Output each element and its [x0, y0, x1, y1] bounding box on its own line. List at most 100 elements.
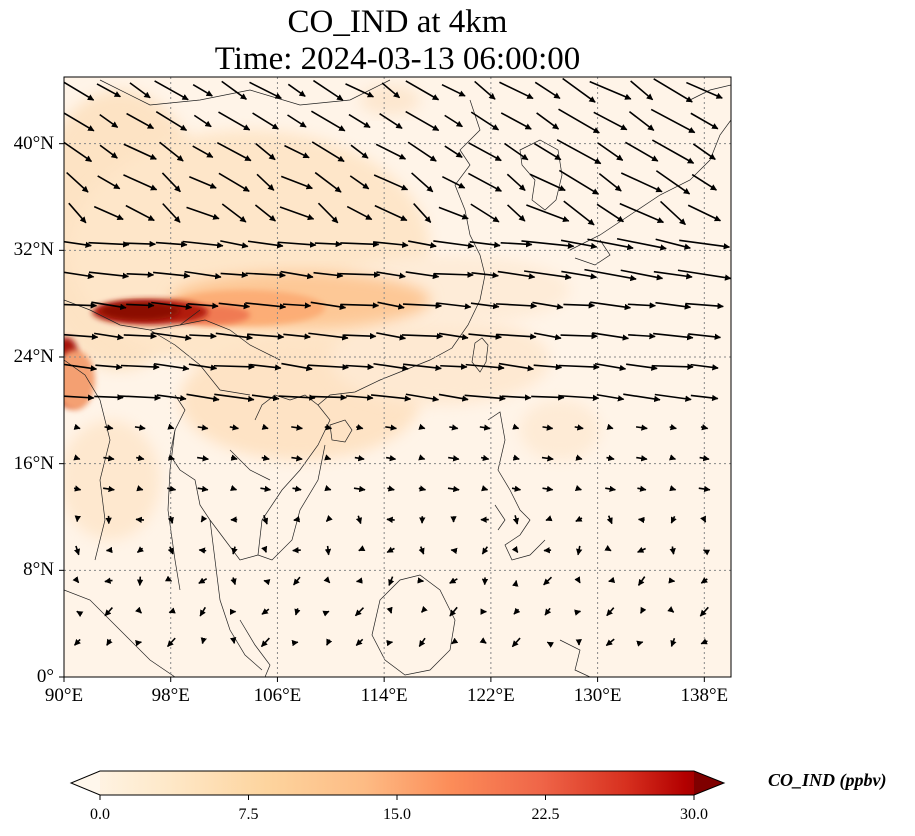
wind-arrow: [88, 241, 130, 248]
wind-arrow: [373, 174, 409, 191]
wind-arrow: [197, 455, 209, 462]
wind-arrow: [200, 515, 208, 523]
wind-arrow: [313, 271, 344, 279]
lon-tick-label: 90°E: [44, 685, 84, 706]
wind-arrow: [444, 114, 463, 128]
lat-tick-label: 16°N: [13, 452, 54, 474]
wind-arrow: [260, 485, 272, 493]
wind-arrow: [184, 270, 222, 280]
wind-arrow: [293, 516, 301, 523]
wind-arrow: [670, 515, 677, 524]
map-title: CO_IND at 4km: [287, 4, 508, 40]
wind-arrow: [155, 110, 188, 132]
wind-arrow: [376, 271, 406, 279]
wind-arrow: [620, 269, 664, 281]
wind-arrow: [699, 606, 709, 617]
wind-arrow: [326, 638, 333, 646]
wind-arrow: [511, 485, 522, 492]
wind-arrow: [167, 423, 175, 430]
wind-arrow: [501, 394, 532, 401]
wind-arrow: [418, 485, 427, 492]
wind-arrow: [563, 302, 596, 309]
wind-arrow: [200, 637, 207, 645]
wind-arrow: [500, 112, 532, 130]
wind-arrow: [418, 637, 426, 647]
wind-arrow: [136, 576, 144, 587]
wind-arrow: [284, 144, 310, 159]
wind-arrow: [480, 454, 490, 462]
wind-arrow: [324, 454, 332, 461]
wind-arrow: [512, 454, 520, 461]
wind-arrow: [442, 175, 466, 189]
wind-arrow: [628, 332, 656, 340]
wind-arrow: [479, 637, 487, 644]
wind-arrow: [213, 363, 255, 370]
wind-arrow: [287, 114, 307, 128]
colorbar-tick-label: 0.0: [90, 806, 110, 823]
wind-arrow: [584, 268, 637, 282]
wind-arrow: [590, 301, 632, 311]
axis-ticks: [59, 143, 705, 682]
wind-arrow: [401, 332, 444, 340]
wind-arrow: [513, 607, 521, 615]
wind-arrow: [73, 423, 81, 430]
wind-arrow: [559, 394, 600, 402]
wind-arrow: [700, 515, 707, 523]
wind-arrow: [312, 79, 344, 101]
wind-arrow: [340, 302, 380, 309]
wind-arrow: [161, 172, 181, 193]
wind-arrow: [256, 173, 275, 191]
wind-arrow: [120, 363, 160, 371]
wind-arrow: [544, 607, 552, 616]
wind-arrow: [294, 608, 301, 616]
wind-arrow: [407, 141, 437, 162]
wind-arrow: [123, 174, 158, 191]
wind-arrow: [135, 516, 145, 524]
wind-arrow: [292, 485, 302, 492]
wind-arrow: [690, 363, 719, 371]
colorbar-label: CO_IND (ppbv): [768, 770, 887, 790]
wind-arrow: [220, 240, 249, 249]
wind-arrow: [153, 362, 190, 372]
wind-arrow: [700, 638, 708, 645]
wind-arrow: [355, 638, 364, 646]
wind-arrow: [230, 577, 237, 586]
wind-arrow: [162, 203, 181, 223]
wind-arrow: [469, 240, 501, 249]
wind-arrow: [340, 241, 380, 248]
wind-arrow: [292, 547, 301, 554]
wind-arrow: [471, 272, 499, 279]
wind-arrow: [669, 546, 676, 555]
wind-arrow: [307, 363, 349, 371]
wind-arrow: [283, 333, 311, 340]
wind-arrow: [688, 333, 722, 340]
wind-arrow: [218, 111, 251, 131]
wind-arrow: [135, 606, 143, 614]
wind-arrow: [558, 108, 600, 134]
wind-arrow: [448, 455, 460, 462]
plot-frame: [63, 76, 732, 678]
wind-arrow: [379, 112, 403, 130]
wind-arrow: [64, 271, 95, 280]
wind-arrow: [669, 424, 677, 431]
wind-arrow: [261, 454, 270, 462]
wind-arrow: [605, 638, 615, 647]
wind-arrow: [317, 202, 339, 224]
wind-arrow: [511, 637, 521, 648]
wind-arrow: [151, 301, 193, 310]
wind-arrow: [281, 362, 313, 372]
wind-arrow: [474, 80, 496, 100]
wind-arrow: [667, 606, 675, 613]
lat-tick-label: 40°N: [13, 132, 54, 154]
wind-arrow: [523, 270, 572, 281]
wind-arrow: [411, 172, 434, 193]
wind-arrow: [151, 332, 192, 341]
wind-arrow: [129, 82, 151, 99]
wind-arrow: [450, 547, 458, 555]
wind-arrow: [218, 302, 251, 310]
wind-arrow: [348, 113, 371, 129]
wind-arrow: [545, 515, 553, 522]
wind-arrow: [136, 485, 144, 492]
wind-arrow: [167, 546, 174, 555]
wind-arrow: [287, 83, 306, 97]
